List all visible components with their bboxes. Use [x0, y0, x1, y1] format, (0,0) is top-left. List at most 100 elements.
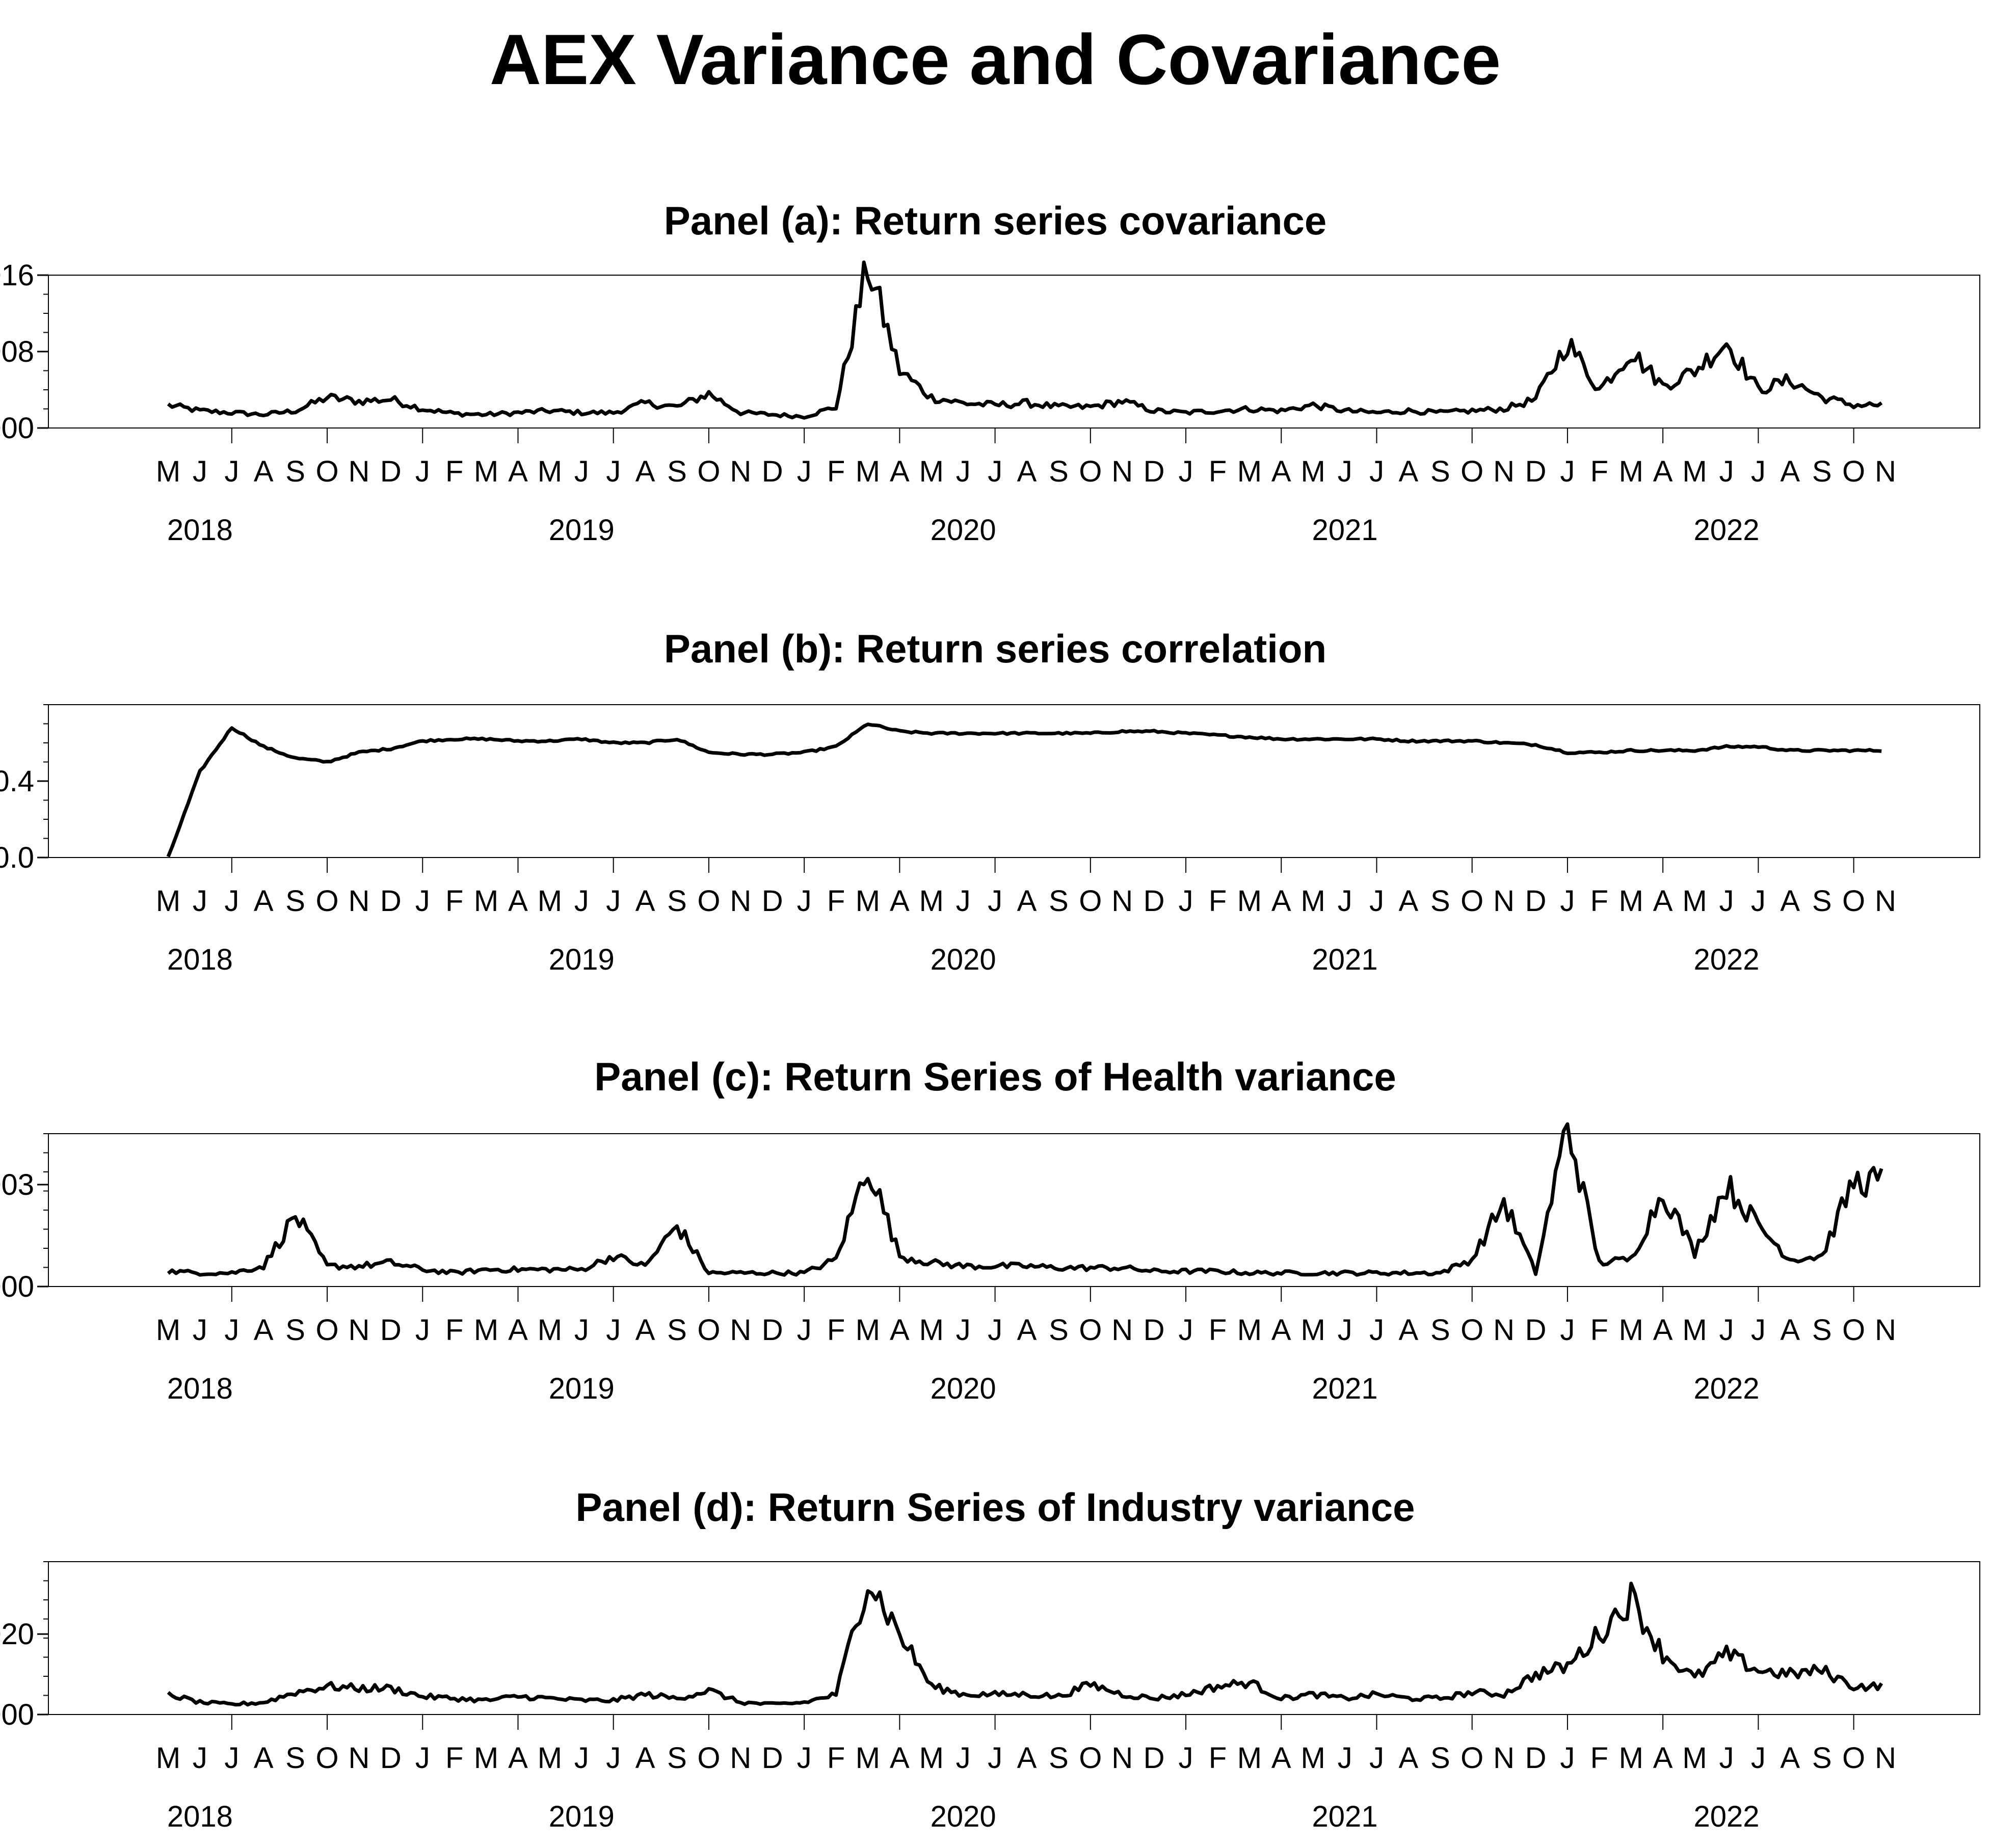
x-month-label: N: [348, 455, 369, 488]
x-month-label: J: [1179, 885, 1193, 918]
x-month-label: J: [1369, 1742, 1384, 1775]
panel-c: Panel (c): Return Series of Health varia…: [0, 1054, 1980, 1405]
x-month-label: D: [762, 455, 783, 488]
x-month-label: F: [1590, 1742, 1608, 1775]
x-month-label: D: [1144, 1742, 1165, 1775]
x-month-label: D: [1525, 1314, 1547, 1347]
x-month-label: J: [797, 455, 812, 488]
x-month-label: J: [193, 885, 207, 918]
x-month-label: A: [1780, 1742, 1800, 1775]
x-month-label: F: [827, 885, 845, 918]
x-year-label: 2018: [167, 1800, 233, 1833]
x-month-label: J: [606, 1314, 621, 1347]
x-month-label: F: [445, 455, 463, 488]
series-line: [167, 1582, 1883, 1707]
x-month-label: S: [1812, 1742, 1832, 1775]
y-tick-label: 0.00020: [0, 1618, 34, 1651]
x-month-label: M: [538, 885, 562, 918]
x-month-label: M: [1619, 1742, 1643, 1775]
x-month-label: O: [315, 455, 338, 488]
x-year-label: 2020: [931, 943, 996, 976]
x-month-label: N: [1875, 1742, 1896, 1775]
x-month-label: M: [1682, 1314, 1707, 1347]
x-month-label: S: [1049, 1742, 1069, 1775]
y-tick-label: 0.00016: [0, 259, 34, 292]
x-month-label: J: [193, 1314, 207, 1347]
x-month-label: M: [1301, 455, 1325, 488]
panel-title: Panel (d): Return Series of Industry var…: [575, 1485, 1415, 1530]
x-month-label: A: [508, 455, 528, 488]
x-month-label: A: [1017, 885, 1037, 918]
x-month-label: F: [1590, 885, 1608, 918]
x-month-label: S: [1430, 1314, 1450, 1347]
x-month-label: A: [890, 1742, 910, 1775]
x-month-label: A: [254, 1742, 274, 1775]
x-month-label: M: [474, 455, 498, 488]
x-month-label: J: [1338, 885, 1352, 918]
x-month-label: F: [827, 455, 845, 488]
x-month-label: M: [856, 1314, 880, 1347]
x-month-label: D: [1144, 455, 1165, 488]
x-month-label: S: [667, 885, 687, 918]
figure-title: AEX Variance and Covariance: [490, 19, 1501, 99]
x-month-label: M: [919, 455, 944, 488]
x-month-label: J: [1369, 455, 1384, 488]
x-year-label: 2019: [549, 1372, 615, 1405]
x-month-label: D: [1525, 455, 1547, 488]
panel-b: Panel (b): Return series correlation 0.0 0…: [0, 626, 1980, 976]
x-month-label: F: [1209, 1742, 1227, 1775]
x-month-label: M: [538, 1314, 562, 1347]
x-month-label: F: [1209, 1314, 1227, 1347]
y-tick-label: 0.00008: [0, 335, 34, 368]
x-month-label: F: [827, 1742, 845, 1775]
x-year-label: 2022: [1693, 943, 1759, 976]
x-month-label: S: [667, 1742, 687, 1775]
x-month-label: M: [474, 1314, 498, 1347]
x-month-label: J: [956, 1314, 971, 1347]
x-month-label: J: [1719, 455, 1734, 488]
x-month-label: M: [919, 1742, 944, 1775]
x-year-label: 2020: [931, 514, 996, 547]
x-month-label: M: [156, 1314, 180, 1347]
series-line: [167, 260, 1883, 420]
x-month-label: J: [193, 1742, 207, 1775]
x-month-label: S: [667, 1314, 687, 1347]
x-month-label: J: [988, 885, 1002, 918]
y-tick-label: 0.4: [0, 765, 34, 798]
x-month-label: O: [1079, 885, 1102, 918]
x-month-label: S: [1430, 885, 1450, 918]
x-month-label: O: [315, 1314, 338, 1347]
x-month-label: J: [574, 885, 589, 918]
x-month-label: N: [730, 885, 751, 918]
x-month-label: M: [1237, 885, 1262, 918]
x-month-label: N: [348, 1742, 369, 1775]
x-month-label: M: [1682, 885, 1707, 918]
x-year-label: 2022: [1693, 514, 1759, 547]
x-month-label: M: [856, 885, 880, 918]
x-month-label: J: [193, 455, 207, 488]
x-month-label: J: [1751, 885, 1766, 918]
x-month-label: O: [1461, 1314, 1483, 1347]
x-year-label: 2020: [931, 1372, 996, 1405]
x-year-label: 2018: [167, 514, 233, 547]
x-month-label: N: [1111, 885, 1133, 918]
x-month-label: D: [762, 1742, 783, 1775]
x-month-label: D: [762, 1314, 783, 1347]
panel-title: Panel (a): Return series covariance: [664, 198, 1327, 243]
x-month-label: M: [474, 1742, 498, 1775]
x-month-label: N: [1493, 885, 1515, 918]
x-month-label: N: [1875, 1314, 1896, 1347]
x-year-label: 2021: [1312, 943, 1378, 976]
x-year-label: 2022: [1693, 1372, 1759, 1405]
x-year-label: 2021: [1312, 1372, 1378, 1405]
x-month-label: S: [1812, 455, 1832, 488]
x-month-label: S: [1812, 1314, 1832, 1347]
x-month-label: O: [697, 1742, 720, 1775]
x-month-label: S: [1049, 885, 1069, 918]
x-month-label: M: [1682, 1742, 1707, 1775]
x-month-label: M: [1619, 455, 1643, 488]
x-month-label: A: [254, 885, 274, 918]
x-month-label: A: [1017, 1742, 1037, 1775]
x-month-label: A: [1271, 455, 1291, 488]
x-month-label: J: [1560, 1742, 1575, 1775]
